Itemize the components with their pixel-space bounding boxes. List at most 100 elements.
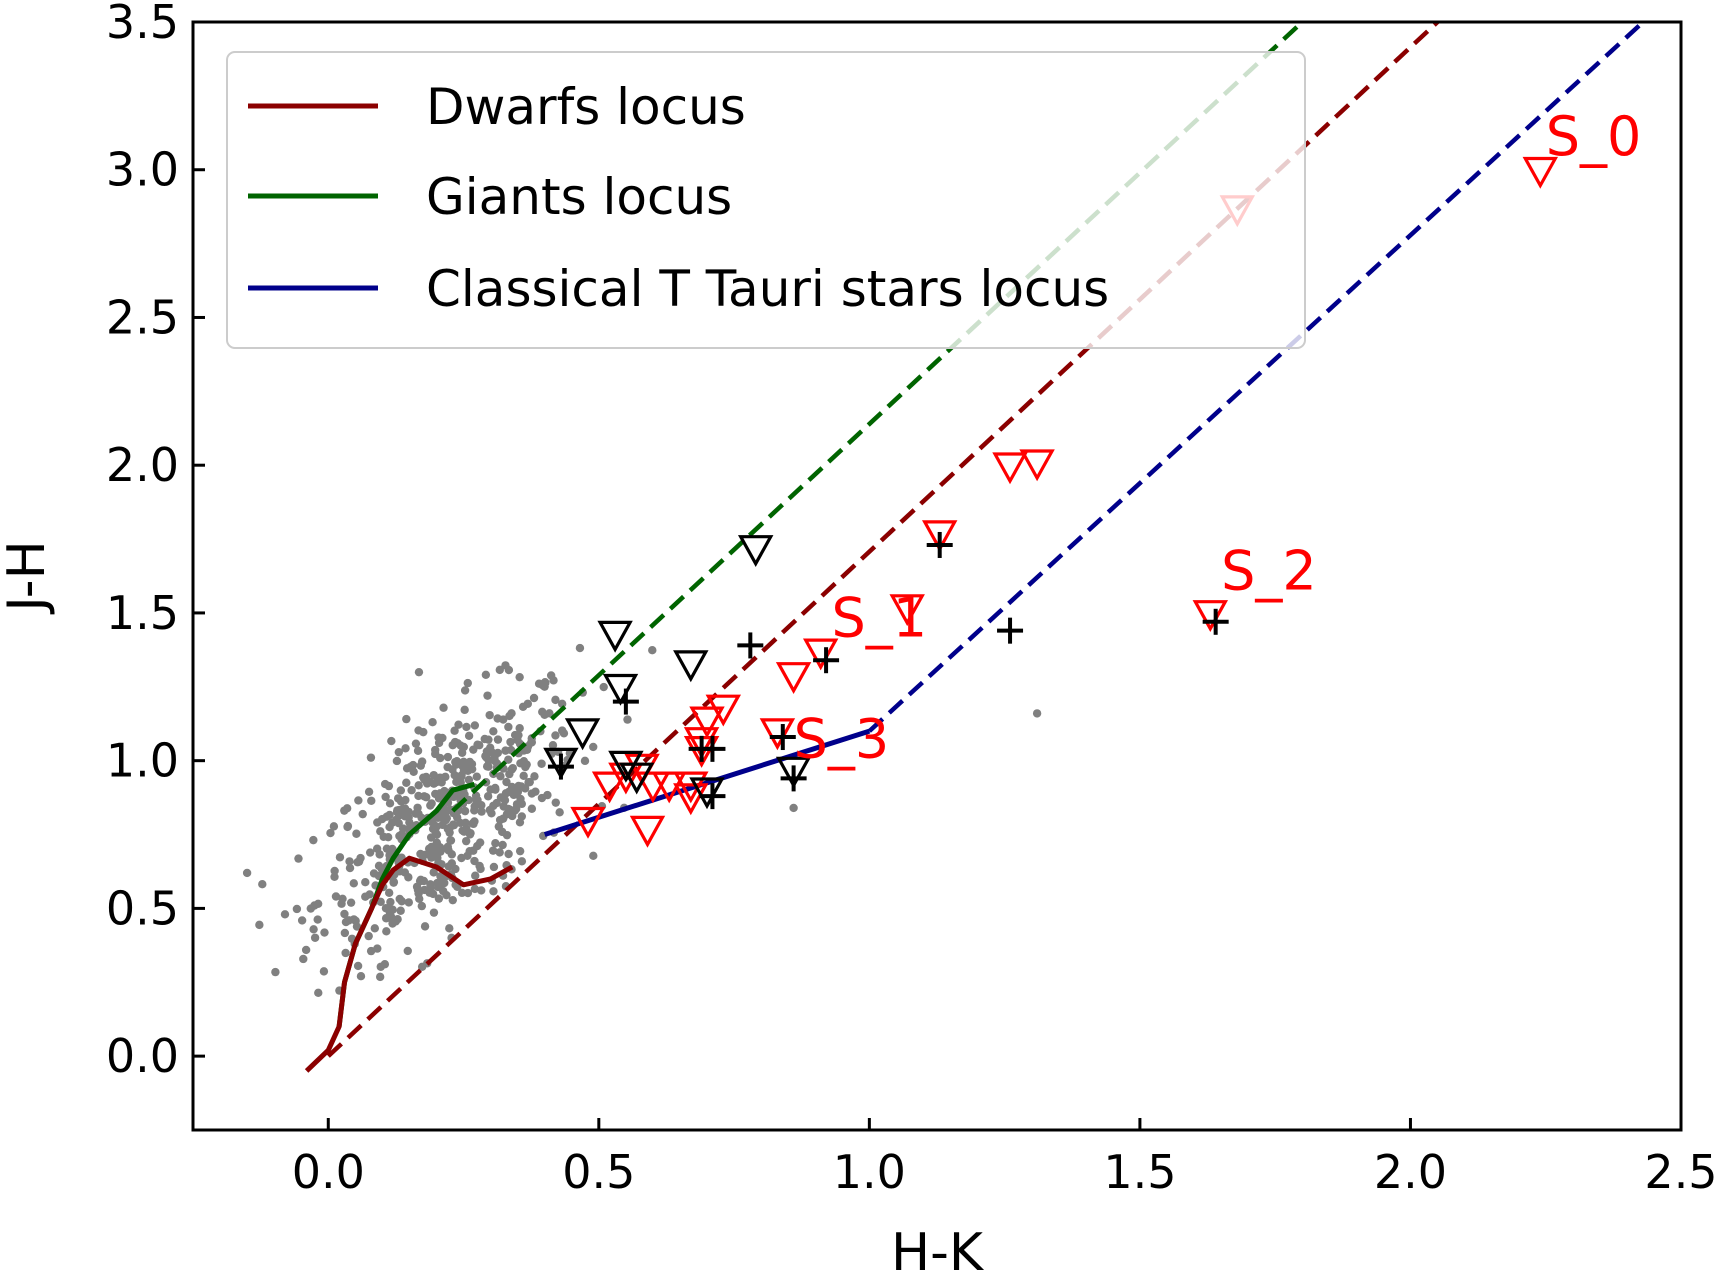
field-star-point [470,806,479,815]
field-star-points [242,643,1042,998]
y-tick-label: 2.0 [106,438,179,492]
plus-marker [780,765,807,792]
plus-marker [699,783,726,810]
field-star-point [414,667,424,677]
field-star-point [314,988,323,998]
field-star-point [477,886,486,895]
field-star-point [309,835,318,845]
y-tick-label: 3.0 [106,143,179,197]
field-star-point [349,915,359,924]
field-star-point [457,748,467,757]
field-star-point [381,792,390,802]
field-star-point [408,760,418,770]
field-star-point [493,714,502,723]
field-star-point [434,794,444,803]
field-star-point [527,804,537,813]
field-star-point [343,821,353,831]
field-star-point [470,721,480,730]
field-star-point [365,890,374,899]
field-star-point [485,805,495,815]
field-star-point [483,691,492,700]
field-star-point [453,739,462,748]
field-star-point [515,846,525,856]
triangle-marker [608,750,644,783]
field-star-point [495,665,504,675]
field-star-point [319,967,329,976]
field-star-point [502,777,511,787]
field-star-point [402,778,411,787]
field-star-point [388,818,397,827]
field-star-point [341,948,350,958]
field-star-point [446,836,455,845]
field-star-point [436,812,445,822]
field-star-point [426,884,435,893]
field-star-point [495,848,504,857]
field-star-point [472,772,482,781]
field-star-point [517,812,527,821]
field-star-point [401,795,410,805]
triangle-marker [689,706,725,739]
field-star-point [457,772,466,781]
field-star-point [376,897,385,907]
field-star-point [599,682,608,692]
plus-marker [612,688,639,715]
field-star-point [485,710,494,720]
field-star-point [409,767,418,777]
field-star-point [407,786,416,795]
triangle-marker [635,771,671,804]
giants-reddening-line [451,22,1304,813]
field-star-point [477,801,486,810]
plus-marker [737,632,764,659]
field-star-point [545,709,554,718]
field-star-point [431,749,440,759]
field-star-point [504,849,513,859]
field-star-point [551,731,560,740]
field-star-point [483,792,493,801]
field-star-point [461,818,470,828]
field-star-point [510,730,520,740]
field-star-point [297,916,307,925]
plus-marker [813,647,840,674]
triangle-marker [564,718,601,751]
field-star-point [375,850,384,859]
field-star-point [402,714,411,724]
field-star-point [457,888,467,898]
x-tick-label: 0.5 [562,1145,635,1199]
triangle-marker [673,650,709,683]
triangle-marker [689,777,725,810]
field-star-point [417,901,427,911]
source-label: S_3 [794,708,890,771]
triangle-marker [602,673,639,706]
field-star-point [623,715,632,724]
field-star-point [417,962,427,972]
field-star-point [420,850,429,860]
field-star-point [394,811,404,820]
field-star-point [330,866,339,876]
field-star-point [493,735,503,744]
source-markers [543,156,1559,848]
field-star-point [306,904,315,913]
field-star-point [429,908,439,917]
field-star-point [404,813,413,822]
field-star-point [366,946,376,956]
field-star-point [387,736,396,746]
field-star-point [292,904,302,914]
y-tick-label: 0.0 [106,1029,179,1083]
field-star-point [445,924,454,933]
field-star-point [500,796,510,805]
triangle-marker [543,747,579,780]
triangle-marker [775,662,812,694]
field-star-point [490,783,500,793]
source-label: S_0 [1546,105,1642,168]
field-star-point [488,846,498,855]
field-star-point [358,809,367,819]
field-star-point [413,746,423,755]
field-star-point [465,757,474,767]
field-star-point [519,771,528,781]
field-star-point [489,887,498,896]
field-star-point [310,933,320,942]
field-star-point [340,909,349,919]
field-star-point [504,755,513,764]
field-star-point [340,806,349,815]
x-tick-label: 0.0 [292,1145,365,1199]
